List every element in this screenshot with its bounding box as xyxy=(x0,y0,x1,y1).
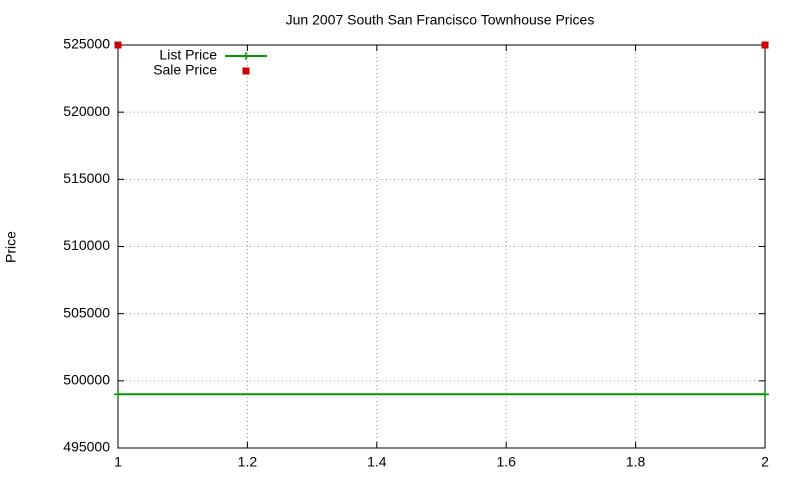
x-tick-label: 1.8 xyxy=(626,454,646,470)
point xyxy=(761,390,769,399)
y-tick-label: 510000 xyxy=(63,237,110,253)
legend-label: List Price xyxy=(159,47,217,63)
y-tick-label: 495000 xyxy=(63,439,110,455)
point xyxy=(761,41,769,49)
x-tick-label: 1.4 xyxy=(367,454,387,470)
point xyxy=(114,41,122,49)
y-tick-label: 520000 xyxy=(63,103,110,119)
legend-label: Sale Price xyxy=(153,62,217,78)
y-axis-label: Price xyxy=(3,231,19,263)
chart-title: Jun 2007 South San Francisco Townhouse P… xyxy=(286,12,595,28)
x-tick-label: 1.2 xyxy=(238,454,258,470)
y-tick-label: 500000 xyxy=(63,372,110,388)
plot-border xyxy=(117,44,766,449)
y-tick-label: 505000 xyxy=(63,304,110,320)
x-tick-label: 1 xyxy=(114,454,122,470)
y-tick-label: 515000 xyxy=(63,170,110,186)
legend-marker xyxy=(242,52,250,60)
point xyxy=(114,390,122,399)
y-tick-label: 525000 xyxy=(63,36,110,52)
x-tick-label: 2 xyxy=(761,454,769,470)
x-tick-label: 1.6 xyxy=(496,454,516,470)
legend-marker xyxy=(242,67,250,75)
